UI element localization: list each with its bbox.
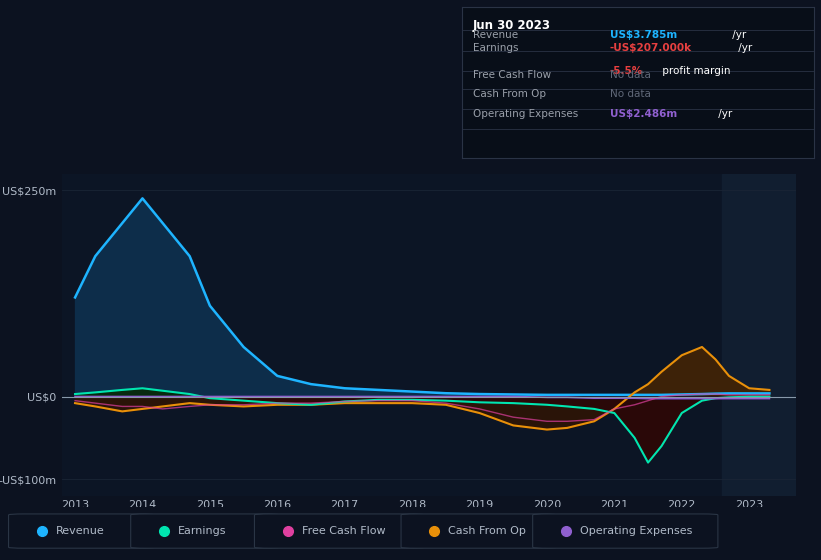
Text: -US$207.000k: -US$207.000k — [610, 43, 692, 53]
Text: No data: No data — [610, 89, 651, 99]
Text: Earnings: Earnings — [178, 526, 227, 535]
FancyBboxPatch shape — [131, 514, 279, 548]
Text: No data: No data — [610, 70, 651, 80]
Bar — [722, 174, 821, 496]
Text: Earnings: Earnings — [473, 43, 518, 53]
Text: Revenue: Revenue — [473, 30, 518, 40]
Text: /yr: /yr — [715, 109, 732, 119]
Text: Operating Expenses: Operating Expenses — [473, 109, 578, 119]
Text: Revenue: Revenue — [56, 526, 104, 535]
Text: Jun 30 2023: Jun 30 2023 — [473, 19, 551, 32]
Text: US$2.486m: US$2.486m — [610, 109, 677, 119]
Text: Cash From Op: Cash From Op — [448, 526, 526, 535]
Text: Free Cash Flow: Free Cash Flow — [302, 526, 385, 535]
Text: Free Cash Flow: Free Cash Flow — [473, 70, 551, 80]
FancyBboxPatch shape — [401, 514, 557, 548]
Text: Operating Expenses: Operating Expenses — [580, 526, 692, 535]
Text: Cash From Op: Cash From Op — [473, 89, 546, 99]
FancyBboxPatch shape — [533, 514, 718, 548]
FancyBboxPatch shape — [8, 514, 154, 548]
Text: -5.5%: -5.5% — [610, 66, 643, 76]
FancyBboxPatch shape — [255, 514, 424, 548]
Text: US$3.785m: US$3.785m — [610, 30, 677, 40]
Text: /yr: /yr — [729, 30, 746, 40]
Text: profit margin: profit margin — [659, 66, 731, 76]
Text: /yr: /yr — [735, 43, 752, 53]
